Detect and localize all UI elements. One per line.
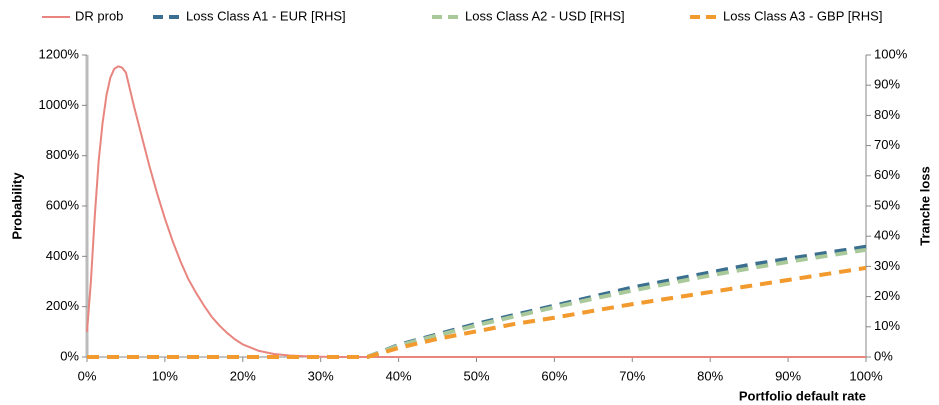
y-tick-label: 1000% bbox=[39, 97, 80, 112]
series-line bbox=[86, 65, 866, 358]
y2-tick-label: 70% bbox=[874, 137, 900, 152]
x-tick-label: 70% bbox=[619, 368, 645, 383]
series-line bbox=[87, 265, 867, 359]
y2-tick-label: 50% bbox=[874, 197, 900, 212]
y-tick-label: 200% bbox=[46, 298, 80, 313]
x-tick-label: 30% bbox=[308, 368, 334, 383]
x-axis-label: Portfolio default rate bbox=[739, 388, 866, 403]
y2-tick-label: 80% bbox=[874, 107, 900, 122]
x-tick-label: 100% bbox=[849, 368, 883, 383]
legend-label: Loss Class A2 - USD [RHS] bbox=[465, 8, 625, 23]
y2-tick-label: 30% bbox=[874, 258, 900, 273]
x-tick-label: 60% bbox=[541, 368, 567, 383]
y2-tick-label: 20% bbox=[874, 288, 900, 303]
x-tick-label: 80% bbox=[697, 368, 723, 383]
x-tick-label: 10% bbox=[152, 368, 178, 383]
y-tick-label: 800% bbox=[46, 147, 80, 162]
legend-label: Loss Class A3 - GBP [RHS] bbox=[723, 8, 882, 23]
legend-label: DR prob bbox=[75, 8, 123, 23]
y2-tick-label: 40% bbox=[874, 228, 900, 243]
y2-tick-label: 100% bbox=[874, 46, 908, 61]
y-tick-label: 600% bbox=[46, 197, 80, 212]
x-tick-label: 50% bbox=[463, 368, 489, 383]
legend-label: Loss Class A1 - EUR [RHS] bbox=[186, 8, 346, 23]
y-tick-label: 1200% bbox=[39, 46, 80, 61]
x-tick-label: 0% bbox=[78, 368, 97, 383]
y2-tick-label: 90% bbox=[874, 77, 900, 92]
x-tick-label: 40% bbox=[386, 368, 412, 383]
x-tick-label: 20% bbox=[230, 368, 256, 383]
y2-tick-label: 10% bbox=[874, 318, 900, 333]
x-tick-label: 90% bbox=[775, 368, 801, 383]
y-axis-label: Probability bbox=[9, 172, 24, 240]
y2-tick-label: 60% bbox=[874, 167, 900, 182]
y-tick-label: 0% bbox=[60, 348, 79, 363]
y2-axis-label: Tranche loss bbox=[917, 166, 932, 245]
y-tick-label: 400% bbox=[46, 248, 80, 263]
y2-tick-label: 0% bbox=[874, 348, 893, 363]
